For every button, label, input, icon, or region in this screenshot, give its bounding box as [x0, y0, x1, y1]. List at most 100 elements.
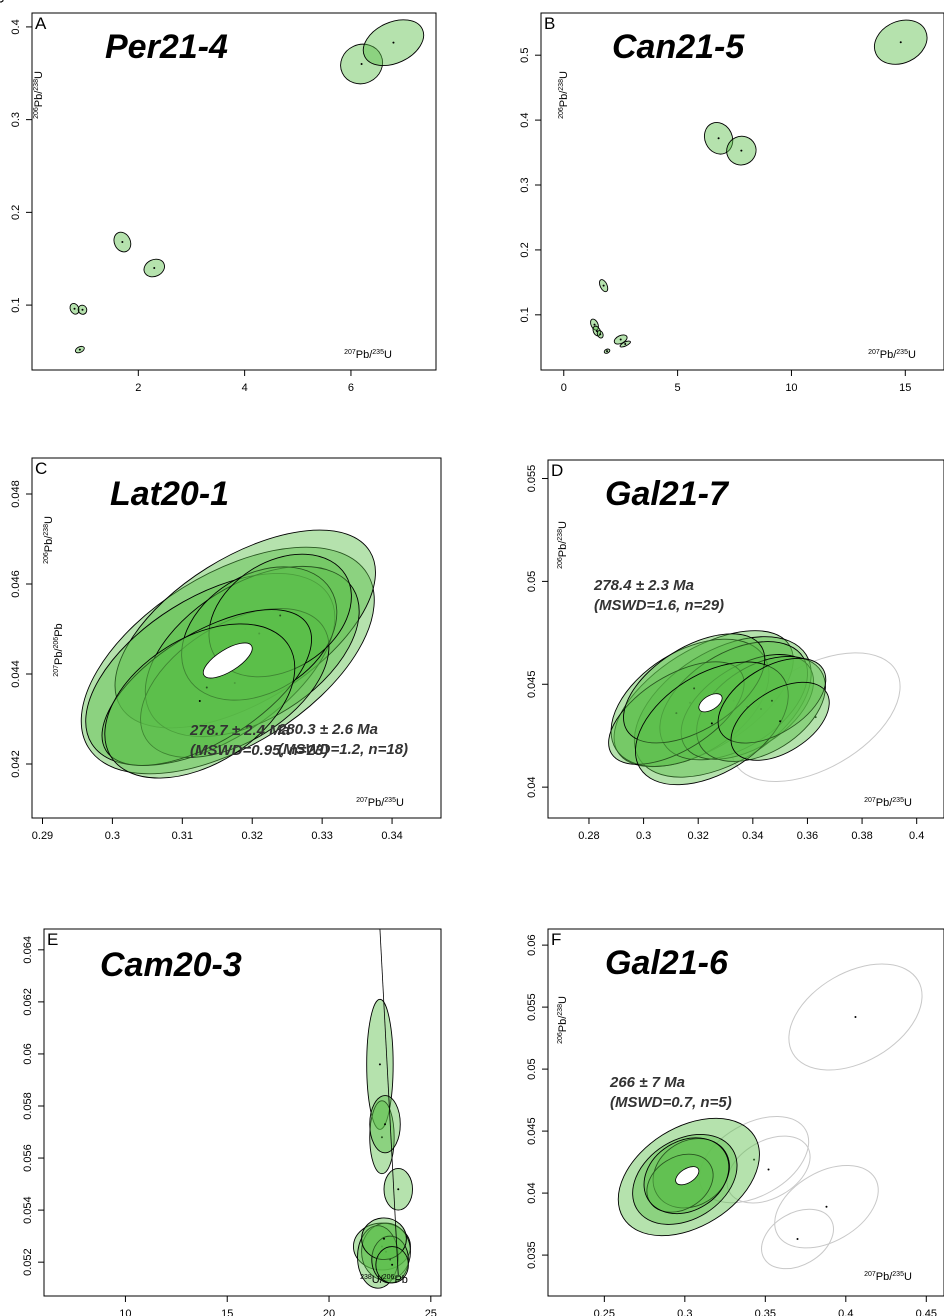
data-point: [244, 628, 247, 630]
excluded-ellipse: [698, 1116, 810, 1204]
y-tick-label: 0.2: [519, 242, 531, 257]
plot-area: [69, 19, 425, 354]
excluded-point: [854, 1016, 857, 1019]
y-axis-label: 206Pb/238U: [558, 71, 570, 119]
age-result: 266 ± 7 Ma: [609, 1074, 685, 1091]
plot-frame: [31, 12, 437, 371]
x-tick-label: 0.31: [172, 830, 193, 842]
sample-name: Lat20-1: [110, 475, 229, 513]
data-point: [81, 308, 84, 311]
x-tick-label: 0.34: [742, 830, 763, 842]
x-tick-label: 0.38: [851, 830, 872, 842]
x-axis-label: 207Pb/235U: [344, 349, 392, 361]
x-tick-label: 2: [135, 382, 141, 394]
plot-frame: [31, 457, 442, 819]
data-point: [624, 343, 627, 346]
data-point: [397, 1188, 400, 1191]
plot-area: [608, 630, 901, 786]
y-tick-label: 0.042: [10, 750, 22, 778]
weighted-mean-ellipse: [698, 693, 723, 713]
y-tick-label: 0.044: [10, 660, 22, 688]
x-tick-label: 0.36: [797, 830, 818, 842]
age-stats: (MSWD=0.7, n=5): [610, 1094, 732, 1111]
excluded-point: [753, 1158, 756, 1161]
data-point: [279, 614, 282, 617]
panel-letter: E: [47, 930, 58, 949]
data-point: [779, 720, 782, 723]
sample-name: Per21-4: [105, 28, 228, 66]
y-tick-label: 0.2: [10, 205, 22, 220]
data-point: [710, 722, 713, 725]
age-result: 280.3 ± 2.6 Ma: [277, 721, 378, 738]
data-point: [391, 1263, 394, 1266]
data-point: [675, 712, 678, 715]
data-point: [205, 686, 208, 689]
data-point: [382, 1237, 385, 1240]
x-tick-label: 4: [242, 382, 248, 394]
data-point: [385, 1250, 388, 1253]
plot-area: [353, 929, 413, 1289]
x-tick-label: 0.29: [32, 830, 53, 842]
x-axis-label: 207Pb/235U: [356, 797, 404, 809]
y-tick-label: 0.3: [519, 177, 531, 192]
x-tick-label: 20: [323, 1308, 335, 1316]
plot-area: [80, 529, 376, 779]
data-point: [380, 1245, 383, 1248]
age-stats: (MSWD=0.95, n=23): [190, 742, 328, 759]
excluded-ellipse: [788, 963, 923, 1071]
excluded-ellipse: [726, 1135, 811, 1204]
x-tick-label: 0.4: [909, 830, 924, 842]
y-tick-label: 0.3: [10, 112, 22, 127]
y-tick-label: 0.064: [22, 936, 34, 964]
data-point: [717, 137, 720, 140]
y-tick-label: 0.055: [526, 465, 538, 493]
y-tick-label: 0.035: [526, 1241, 538, 1269]
x-tick-label: 0.3: [677, 1308, 692, 1316]
age-mark: [0, 0, 4, 3]
excluded-point: [767, 1168, 770, 1171]
data-point: [233, 682, 236, 684]
data-point: [740, 149, 743, 152]
y-tick-label: 0.06: [22, 1043, 34, 1064]
data-point: [593, 323, 596, 326]
excluded-ellipse: [761, 1208, 834, 1270]
weighted-mean-ellipse: [202, 642, 253, 679]
x-tick-label: 10: [785, 382, 797, 394]
x-tick-label: 0: [561, 382, 567, 394]
data-point: [198, 700, 201, 702]
data-point: [392, 41, 395, 44]
panel-d: 3003203400.280.30.320.340.360.380.40.040…: [0, 0, 944, 842]
data-point: [121, 241, 124, 244]
y-tick-label: 0.045: [526, 1117, 538, 1145]
y-tick-label: 0.04: [526, 776, 538, 797]
data-point: [770, 699, 773, 702]
age-stats: (MSWD=1.2, n=18): [278, 741, 408, 758]
y-tick-label: 0.1: [10, 297, 22, 312]
discordia-line: [379, 929, 399, 1276]
data-point: [378, 1063, 381, 1066]
y-tick-label: 0.046: [10, 570, 22, 598]
x-tick-label: 0.33: [311, 830, 332, 842]
x-tick-label: 0.32: [242, 830, 263, 842]
y-axis-label: 207Pb/206Pb: [53, 623, 65, 676]
panel-letter: D: [551, 461, 563, 480]
data-point: [760, 707, 763, 710]
excluded-point: [796, 1237, 799, 1240]
panel-letter: B: [544, 14, 555, 33]
y-tick-label: 0.04: [526, 1182, 538, 1203]
x-axis-label: 207Pb/235U: [864, 1271, 912, 1283]
panel-c: 2603000.290.30.310.320.330.340.0420.0440…: [0, 0, 442, 842]
age-result: 278.7 ± 2.4 Ma: [189, 722, 290, 739]
plot-frame: [547, 459, 944, 819]
x-tick-label: 0.34: [381, 830, 402, 842]
y-tick-label: 0.062: [22, 988, 34, 1016]
excluded-point: [825, 1205, 828, 1208]
weighted-mean-ellipse: [675, 1166, 700, 1186]
y-tick-label: 0.4: [10, 19, 22, 34]
y-axis-label: 206Pb/238U: [43, 516, 55, 564]
x-tick-label: 5: [675, 382, 681, 394]
excluded-ellipse: [774, 1165, 879, 1249]
plot-frame: [540, 12, 944, 371]
